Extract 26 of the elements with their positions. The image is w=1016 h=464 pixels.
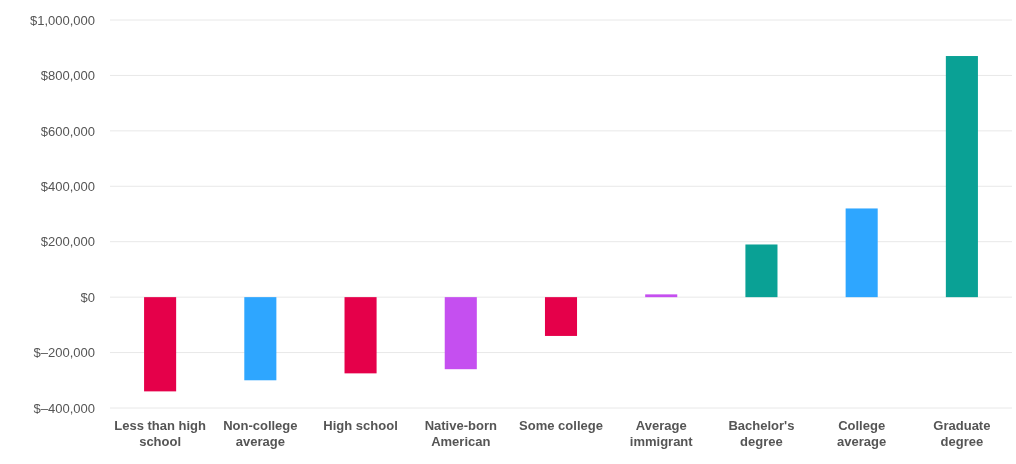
- y-tick-label: $1,000,000: [29, 12, 95, 28]
- y-tick-label: $0: [80, 289, 95, 305]
- bar: [444, 297, 477, 370]
- x-tick-label: Graduate degree: [933, 418, 991, 449]
- y-tick-label: $200,000: [40, 234, 95, 250]
- y-tick-label: $400,000: [40, 178, 95, 194]
- x-tick-label: High school: [323, 418, 398, 433]
- y-tick-label: $600,000: [40, 123, 95, 139]
- x-tick-label: Some college: [519, 418, 603, 433]
- bar: [544, 297, 578, 336]
- y-tick-label: $–200,000: [33, 345, 95, 361]
- y-tick-label: $800,000: [40, 68, 95, 84]
- y-tick-label: $–400,000: [33, 400, 95, 416]
- x-tick-label: Non-college average: [223, 418, 298, 449]
- x-tick-label: Average immigrant: [629, 418, 694, 449]
- bar: [745, 244, 778, 298]
- x-tick-label: Less than high school: [114, 418, 207, 449]
- bar: [845, 208, 878, 298]
- x-tick-label: Native-born American: [424, 418, 497, 449]
- bar: [645, 294, 678, 298]
- bar: [244, 297, 277, 381]
- bar: [945, 56, 978, 298]
- x-tick-label: College average: [837, 418, 887, 449]
- bar: [344, 297, 377, 374]
- x-tick-label: Bachelor's degree: [728, 418, 795, 449]
- bar: [144, 297, 177, 392]
